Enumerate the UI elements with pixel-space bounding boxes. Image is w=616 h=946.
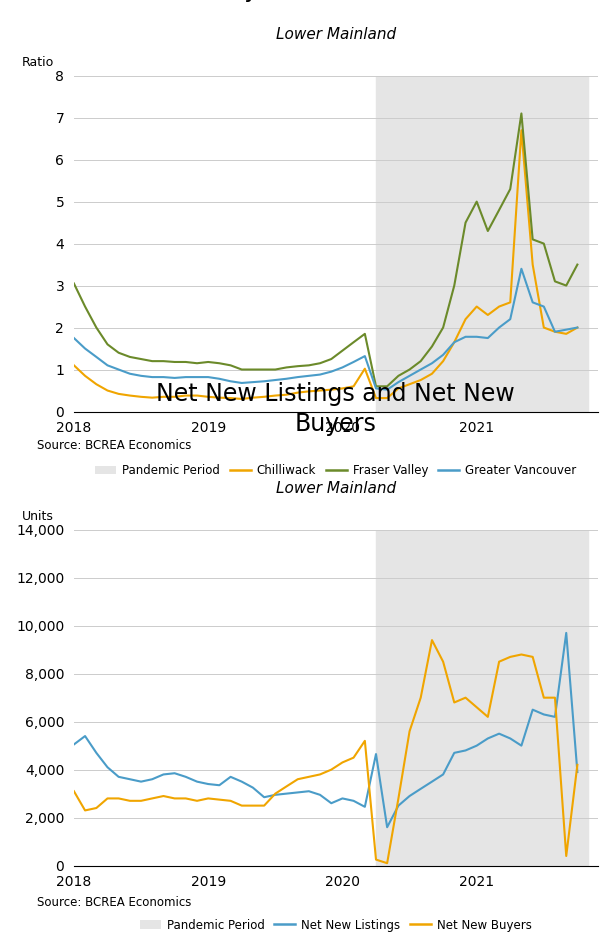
Legend: Pandemic Period, Chilliwack, Fraser Valley, Greater Vancouver: Pandemic Period, Chilliwack, Fraser Vall… (95, 464, 576, 478)
Text: Source: BCREA Economics: Source: BCREA Economics (37, 896, 192, 909)
Text: Units: Units (22, 510, 54, 523)
Text: Lower Mainland: Lower Mainland (275, 482, 396, 496)
Text: Source: BCREA Economics: Source: BCREA Economics (37, 439, 192, 452)
Bar (376, 530, 588, 866)
Bar (376, 76, 588, 412)
Text: Net New Listings and Net New
Buyers: Net New Listings and Net New Buyers (156, 382, 515, 436)
Text: Ratio: Ratio (22, 56, 54, 69)
Legend: Pandemic Period, Net New Listings, Net New Buyers: Pandemic Period, Net New Listings, Net N… (140, 919, 532, 932)
Text: Lower Mainland: Lower Mainland (275, 27, 396, 43)
Text: Buyer-to-Seller Ratio: Buyer-to-Seller Ratio (214, 0, 458, 2)
